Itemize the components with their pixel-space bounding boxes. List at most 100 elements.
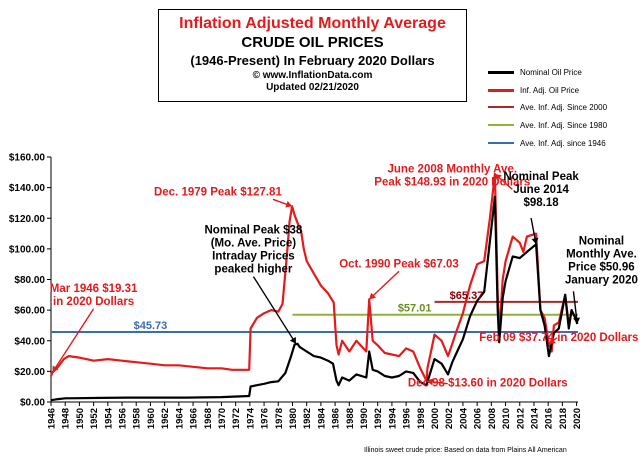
x-tick-label: 1986	[331, 408, 342, 429]
x-tick-label: 1962	[160, 408, 171, 429]
annotation-arrowhead	[573, 317, 581, 324]
annotation-text: Nominal	[579, 235, 624, 247]
x-tick-label: 1994	[387, 407, 398, 429]
annotation-text: peaked higher	[214, 264, 292, 276]
x-tick-label: 1950	[75, 408, 86, 429]
legend-item-avg-2000: Ave. Inf. Adj. Since 2000	[488, 101, 607, 113]
x-tick-label: 1982	[302, 408, 313, 429]
x-tick-label: 1954	[103, 407, 114, 429]
x-tick-label: 1996	[402, 408, 413, 429]
x-tick-label: 2020	[572, 408, 583, 429]
series-line-nominal	[50, 195, 579, 402]
x-tick-label: 1998	[416, 408, 427, 429]
legend-label-nominal: Nominal Oil Price	[520, 67, 582, 77]
x-tick-label: 1976	[260, 408, 271, 429]
annotation-text: Oct. 1990 Peak $67.03	[339, 258, 459, 270]
annotation-text: Mar 1946 $19.31	[50, 283, 138, 295]
chart-period: (1946-Present) In February 2020 Dollars	[190, 53, 435, 68]
x-tick-label: 1988	[345, 408, 356, 429]
x-tick-label: 1992	[373, 408, 384, 429]
annotation-text: Nominal Peak	[503, 171, 579, 183]
x-tick-label: 1990	[359, 408, 370, 429]
legend-label-avg-1980: Ave. Inf. Adj. Since 1980	[520, 120, 608, 130]
annotation-arrow	[368, 270, 400, 300]
x-tick-label: 1952	[89, 408, 100, 429]
x-tick-label: 2018	[558, 408, 569, 429]
x-tick-label: 1978	[274, 408, 285, 429]
x-tick-label: 1972	[231, 408, 242, 429]
x-tick-label: 2010	[501, 408, 512, 429]
annotation-arrowhead	[369, 292, 376, 300]
x-tick-label: 1958	[132, 408, 143, 429]
legend-label-avg-2000: Ave. Inf. Adj. Since 2000	[520, 102, 608, 112]
legend-swatch-avg-1980	[488, 124, 514, 126]
average-label: $45.73	[134, 320, 168, 332]
average-label: $57.01	[398, 303, 432, 315]
y-tick-label: $60.00	[14, 306, 45, 317]
x-tick-label: 1948	[61, 408, 72, 429]
annotation-text: Intraday Prices	[212, 251, 294, 263]
legend-swatch-inflation-adjusted	[488, 88, 514, 92]
annotation-text: June 2008 Monthly Ave.	[388, 163, 518, 175]
x-tick-label: 1968	[203, 408, 214, 429]
annotation-arrow	[51, 308, 95, 373]
annotation-arrowhead	[289, 336, 297, 344]
annotation-text: Feb 09 $37.74 in 2020 Dollars	[479, 332, 638, 344]
legend-item-avg-1946: Ave. Inf. Adj. since 1946	[488, 137, 606, 149]
legend-item-avg-1980: Ave. Inf. Adj. Since 1980	[488, 119, 607, 131]
x-tick-label: 2012	[515, 408, 526, 429]
annotation-arrowhead	[548, 337, 556, 345]
x-tick-label: 1960	[146, 408, 157, 429]
y-tick-label: $120.00	[9, 214, 46, 225]
legend-swatch-avg-1946	[488, 142, 514, 144]
x-tick-label: 2014	[529, 407, 540, 429]
legend-swatch-nominal	[488, 70, 514, 74]
x-tick-label: 2006	[473, 408, 484, 429]
annotation-text: (Mo. Ave. Price)	[211, 238, 297, 250]
chart-title: Inflation Adjusted Monthly Average	[179, 15, 446, 32]
chart-subtitle: CRUDE OIL PRICES	[241, 34, 384, 51]
annotation-arrowhead	[531, 237, 539, 245]
x-tick-label: 1970	[217, 408, 228, 429]
annotation-text: Dec 98 $13.60 in 2020 Dollars	[408, 378, 568, 390]
annotation-text: $98.18	[523, 197, 559, 209]
annotation-text: Price $50.96	[568, 261, 635, 273]
x-tick-label: 1946	[47, 408, 58, 429]
legend-item-nominal: Nominal Oil Price	[488, 66, 582, 78]
annotation-text: January 2020	[565, 274, 638, 286]
x-tick-label: 2000	[430, 408, 441, 429]
annotation-text: June 2014	[513, 184, 569, 196]
annotation-text: in 2020 Dollars	[53, 296, 134, 308]
chart-updated: Updated 02/21/2020	[266, 82, 359, 93]
annotation-text: Dec. 1979 Peak $127.81	[154, 186, 282, 198]
x-tick-label: 1974	[245, 407, 256, 429]
legend-label-inflation-adjusted: Inf. Adj. Oil Price	[520, 85, 580, 95]
x-tick-label: 1980	[288, 408, 299, 429]
series-line-inflation-adjusted	[49, 172, 579, 383]
annotation-arrowhead	[426, 378, 434, 386]
y-tick-label: $20.00	[14, 367, 45, 378]
legend-swatch-avg-2000	[488, 106, 514, 108]
x-tick-label: 1966	[189, 408, 200, 429]
annotation-arrowhead	[285, 200, 293, 208]
x-tick-label: 1984	[316, 407, 327, 429]
chart-site: © www.InflationData.com	[252, 70, 373, 81]
y-tick-label: $100.00	[9, 244, 46, 255]
annotation-text: Nominal Peak $38	[205, 225, 303, 237]
legend-label-avg-1946: Ave. Inf. Adj. since 1946	[520, 138, 606, 148]
x-tick-label: 1956	[118, 408, 129, 429]
annotation-text: Monthly Ave.	[566, 248, 637, 260]
annotation-text: Peak $148.93 in 2020 Dollars	[374, 176, 530, 188]
legend-item-inflation-adjusted: Inf. Adj. Oil Price	[488, 84, 579, 96]
x-tick-label: 1964	[174, 407, 185, 429]
x-tick-label: 2008	[487, 408, 498, 429]
average-label: $65.37	[450, 290, 484, 302]
y-tick-label: $80.00	[14, 275, 45, 286]
x-tick-label: 2016	[544, 408, 555, 429]
x-tick-label: 2004	[458, 407, 469, 429]
y-tick-label: $0.00	[20, 398, 45, 409]
source-note: Illinois sweet crude price: Based on dat…	[364, 447, 567, 454]
y-tick-label: $40.00	[14, 336, 45, 347]
chart-title-box: Inflation Adjusted Monthly Average CRUDE…	[158, 9, 467, 102]
y-tick-label: $160.00	[9, 153, 46, 164]
